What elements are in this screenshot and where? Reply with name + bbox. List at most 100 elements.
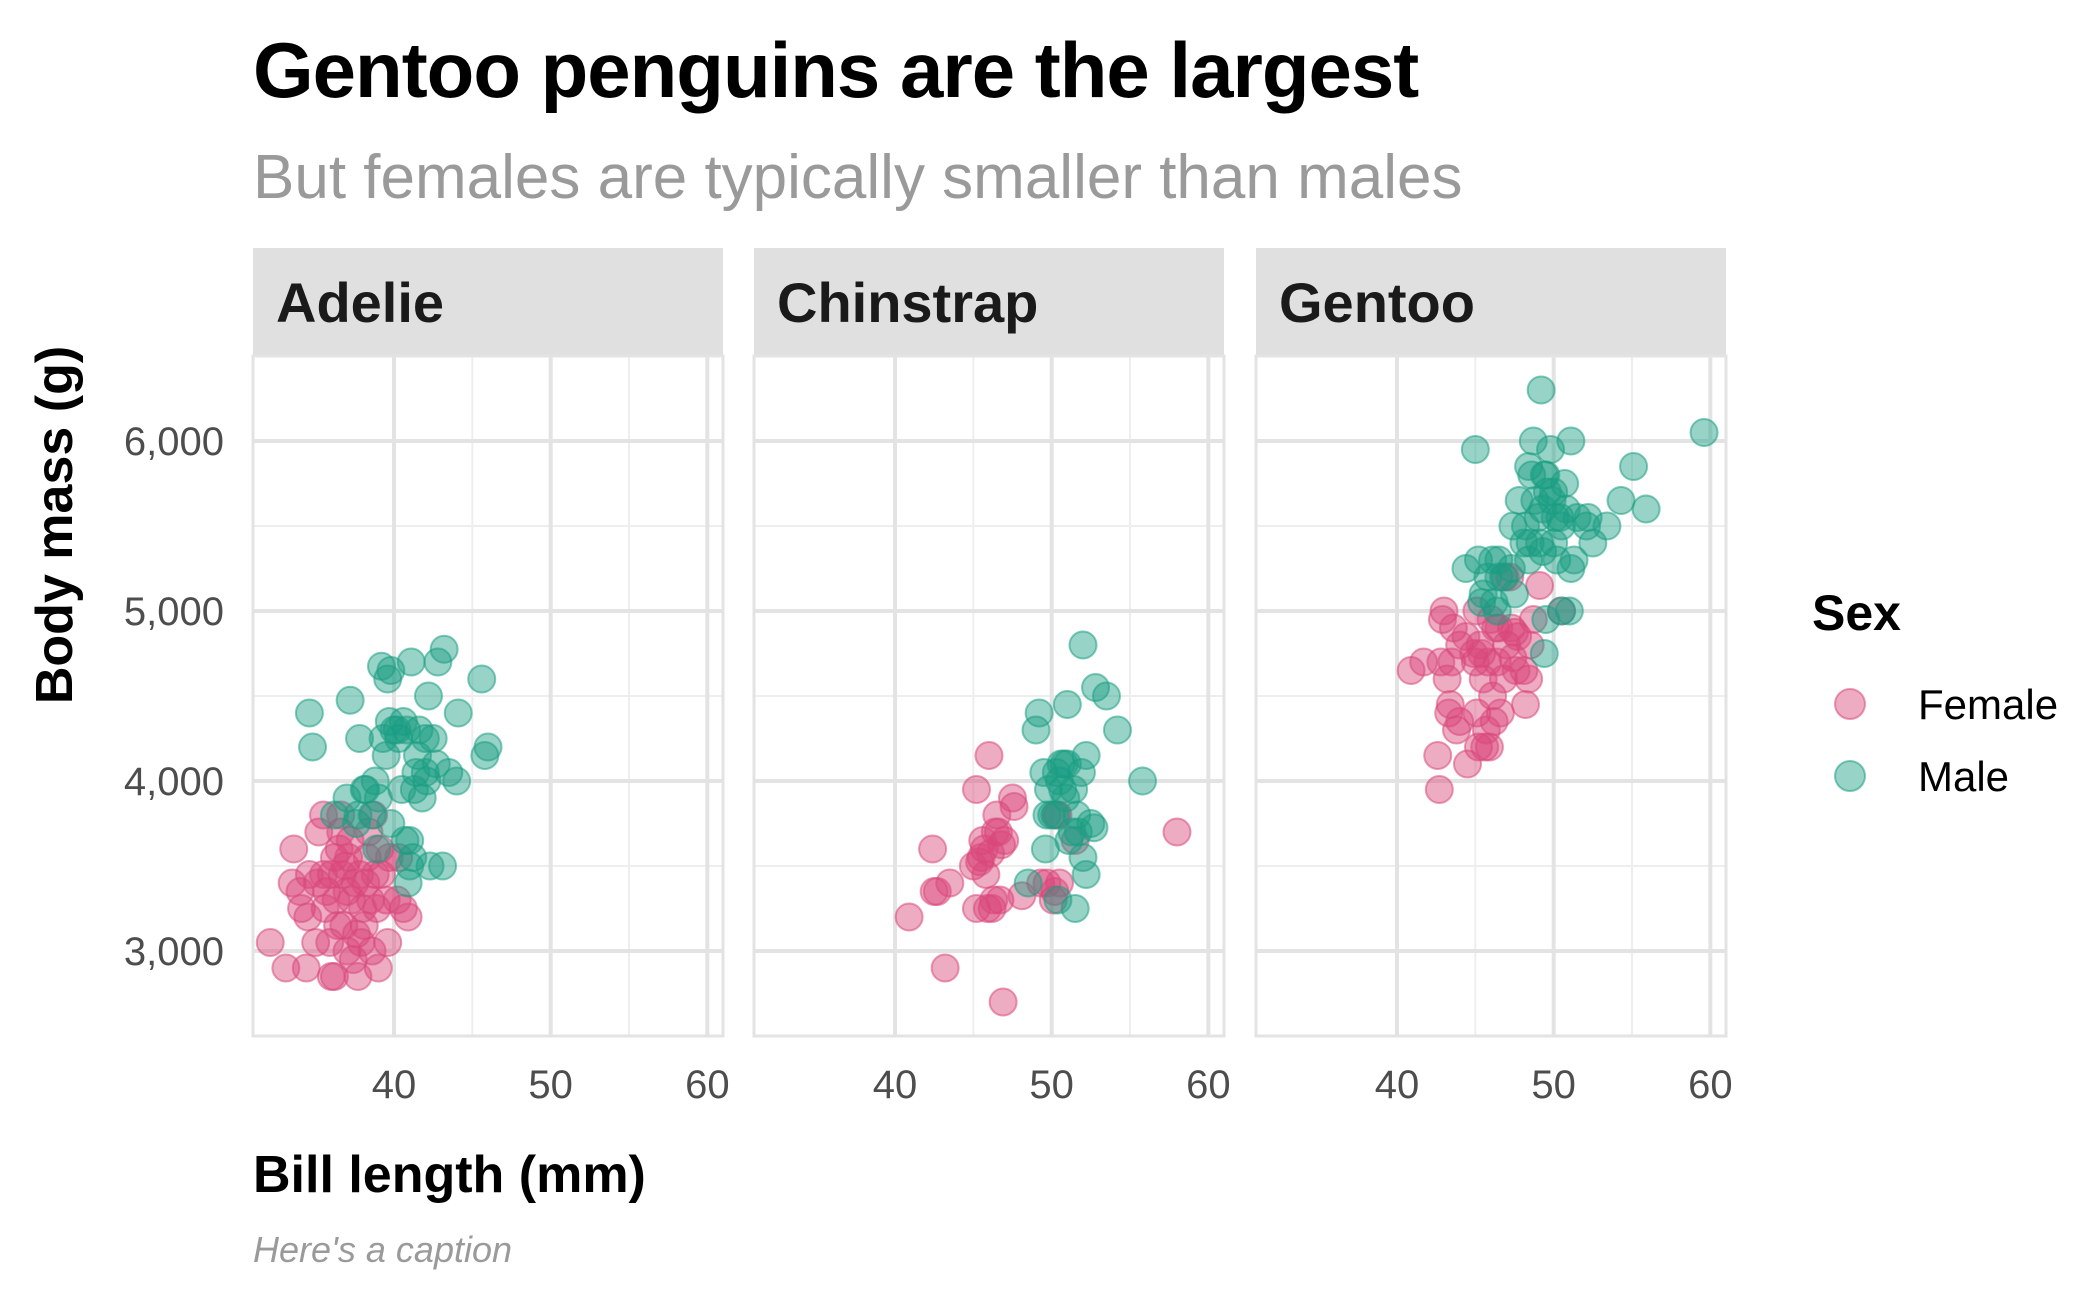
data-point [988,987,1018,1017]
facet-panel-chinstrap: Chinstrap 40 50 60 [752,248,1231,1107]
data-point [413,681,443,711]
data-point [407,783,437,813]
data-point [316,962,346,991]
data-point [393,902,423,932]
x-tick-label: 60 [1688,1063,1733,1107]
data-point [958,851,988,881]
legend-key [1834,760,1866,792]
data-point [326,817,356,847]
facet-strip-label: Gentoo [1279,271,1475,334]
data-point [1445,707,1475,736]
data-point [1550,469,1580,498]
data-point [332,783,362,813]
data-point [1013,868,1043,898]
x-tick-label: 50 [1029,1063,1074,1107]
data-point [1495,562,1525,592]
chart-caption: Here's a caption [253,1229,512,1270]
y-tick-label: 3,000 [124,930,224,974]
data-point [1578,528,1608,558]
x-tick-label: 60 [1186,1063,1231,1107]
data-point [310,894,340,923]
data-point [1619,452,1649,481]
data-point [348,894,378,923]
data-point [1102,715,1132,745]
data-point [1474,732,1504,762]
data-point [335,685,365,715]
data-point [371,741,401,770]
panel-border [251,354,725,1038]
x-tick-label: 40 [1375,1063,1420,1107]
data-point [376,809,406,838]
data-point [1547,511,1576,541]
data-point [1453,749,1482,779]
data-point [1485,698,1515,728]
data-point [1484,545,1514,575]
data-point [930,953,960,983]
data-point [345,724,375,753]
data-point [1525,571,1555,600]
data-point [1409,647,1439,677]
data-point [343,800,373,830]
data-point [1043,885,1073,915]
facet-strip [253,248,723,356]
data-point [1051,783,1081,813]
legend-label: Female [1918,681,2058,728]
data-point [1556,426,1586,456]
data-point [977,894,1007,923]
legend-key [1834,688,1866,720]
data-point [279,834,309,864]
data-point [277,868,307,898]
data-point [351,775,381,804]
facet-strip [754,248,1224,356]
panel-border [752,354,1226,1038]
data-point [309,800,338,830]
x-tick-label: 40 [873,1063,918,1107]
data-point [1572,511,1602,541]
data-point [998,783,1027,813]
data-point [298,732,328,762]
legend: Sex Female Male [1812,585,2058,800]
data-point [1068,630,1098,660]
data-point [1030,834,1060,864]
legend-entry-male: Male [1834,753,2009,800]
data-point [393,868,423,898]
data-point [1432,664,1462,694]
facet-strip [1256,248,1726,356]
panel-border [1254,354,1728,1038]
data-point [894,902,924,932]
data-point [987,830,1017,860]
data-point [379,715,409,745]
data-point [999,792,1029,821]
data-point [1024,698,1054,728]
data-point [1501,656,1531,685]
data-point [1057,817,1087,847]
legend-entries: Female Male [1834,681,2058,800]
data-point [271,953,301,983]
data-point [434,758,464,787]
data-point [1518,426,1548,456]
data-point [1478,681,1508,711]
data-point [396,647,426,677]
facet-strip-label: Adelie [276,271,444,334]
data-point [918,834,948,864]
data-point [1460,435,1490,464]
data-point [1423,741,1453,770]
data-point [1162,817,1192,847]
data-point [985,885,1015,915]
y-tick-label: 4,000 [124,760,224,804]
data-point [1092,681,1121,711]
chart-subtitle: But females are typically smaller than m… [253,143,1462,212]
legend-label: Male [1918,753,2009,800]
data-point [1514,545,1544,575]
data-point [1426,647,1456,677]
data-point [1606,486,1636,515]
x-tick-label: 50 [1531,1063,1576,1107]
x-tick-label: 60 [685,1063,730,1107]
data-point [1059,775,1089,804]
data-point [473,732,503,762]
data-point [1482,596,1512,626]
data-point [357,936,387,966]
data-point [1559,545,1589,575]
data-point [326,800,356,830]
